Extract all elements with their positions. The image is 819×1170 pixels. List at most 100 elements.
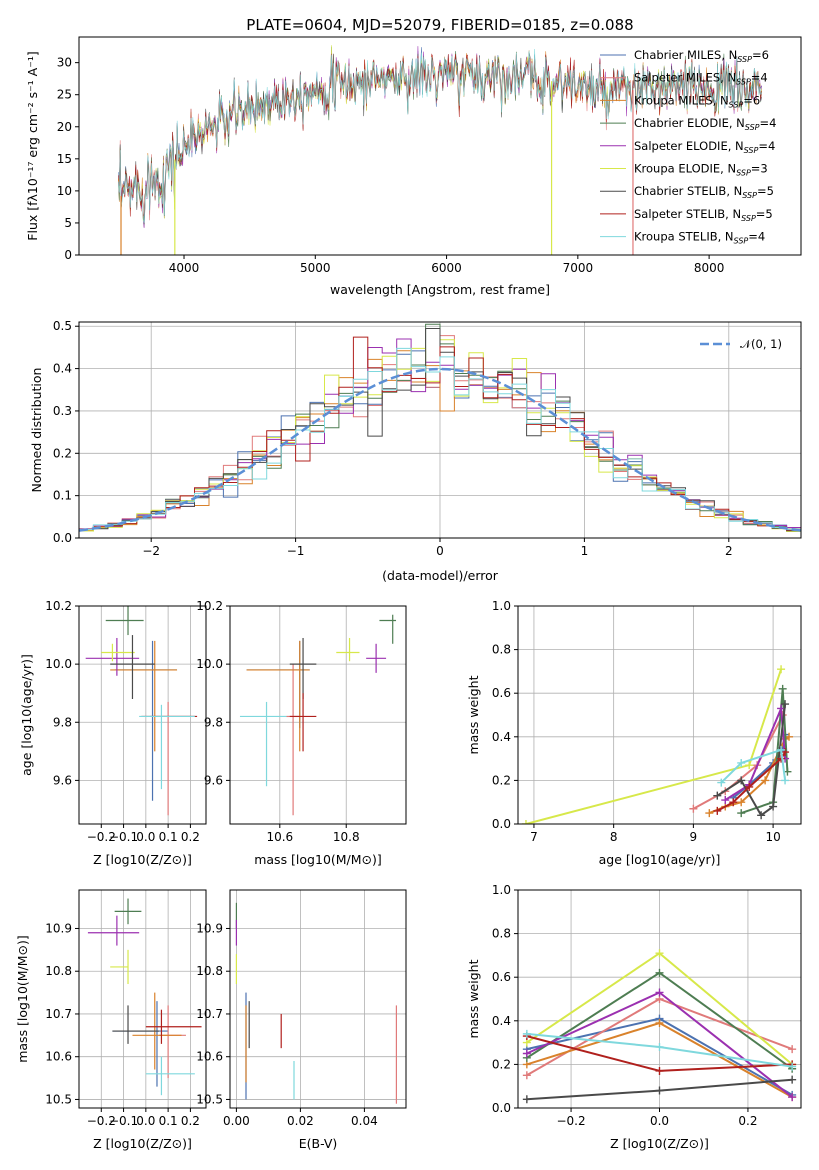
series-marker <box>788 1045 797 1054</box>
y-tick-label: 30 <box>57 56 72 70</box>
error-point-chabrier-stelib <box>110 635 155 700</box>
axes-mass-vs-Z: −0.2−0.10.0 0.1 0.2 10.5 10.6 10.7 10.8 10.9 Z [… <box>15 889 207 1151</box>
series-marker <box>737 776 746 785</box>
error-point-kroupa-miles <box>110 640 178 752</box>
series-marker <box>737 809 746 818</box>
y-tick-label: 10.2 <box>196 599 223 613</box>
figure-title: PLATE=0604, MJD=52079, FIBERID=0185, z=0… <box>246 16 633 34</box>
series-marker <box>655 1086 664 1095</box>
y-tick-label: 10.8 <box>45 964 72 978</box>
plot-layer: 4000 5000 6000 7000 8000051015202530waveleng… <box>15 36 802 1151</box>
x-axis-label: mass [log10(M/M⊙)] <box>254 852 382 867</box>
y-tick-label: 15 <box>57 152 72 166</box>
y-tick-label: 10.5 <box>196 1092 223 1106</box>
series-marker <box>788 1075 797 1084</box>
y-tick-label: 0.2 <box>492 1057 511 1071</box>
normal-reference-curve <box>79 367 801 532</box>
error-point-chabrier-elodie <box>105 606 144 636</box>
y-tick-label: 10.8 <box>196 964 223 978</box>
error-point-kroupa-elodie <box>336 637 360 662</box>
axes-residual-histogram: −2 −1 0 1 2 0.0 0.1 0.2 0.3 0.4 0.5 (data-model)/er… <box>29 319 802 583</box>
series-marker <box>757 811 766 820</box>
series-marker <box>781 776 790 785</box>
x-tick-label: 8 <box>610 830 618 844</box>
y-tick-label: 0.2 <box>53 446 72 460</box>
x-tick-label: 10.8 <box>333 830 360 844</box>
plot-area-mass-weight-vs-Z <box>518 890 801 1108</box>
series-marker <box>689 804 698 813</box>
y-axis-label: mass [log10(M/M⊙)] <box>15 935 30 1063</box>
y-tick-label: 0.4 <box>53 362 72 376</box>
x-axis-label: Z [log10(Z/Z⊙)] <box>93 1136 192 1151</box>
series-marker <box>655 968 664 977</box>
x-tick-label: 2 <box>725 544 733 558</box>
series-marker <box>522 1071 531 1080</box>
x-tick-label: 0.0 <box>136 1114 155 1128</box>
x-tick-label: 0.1 <box>159 1114 178 1128</box>
axes-mass-vs-EBV: 0.00 0.02 0.04 10.5 10.6 10.7 10.8 10.9 E(B-V) <box>196 889 407 1151</box>
series-marker <box>655 1066 664 1075</box>
y-tick-label: 10.5 <box>45 1092 72 1106</box>
x-tick-label: 0.2 <box>181 1114 200 1128</box>
y-axis-label: mass weight <box>466 959 481 1038</box>
x-tick-label: 1 <box>581 544 589 558</box>
series-marker <box>721 796 730 805</box>
series-marker <box>745 761 754 770</box>
y-tick-label: 1.0 <box>492 883 511 897</box>
y-axis-label: mass weight <box>466 675 481 754</box>
y-axis-label: age [log10(age/yr)] <box>19 654 34 776</box>
x-tick-label: 4000 <box>169 261 200 275</box>
error-point-chabrier-stelib <box>112 1005 160 1044</box>
x-tick-label: 5000 <box>300 261 331 275</box>
error-point-kroupa-stelib <box>145 1056 195 1096</box>
series-marker <box>769 802 778 811</box>
y-tick-label: 10.9 <box>196 921 223 935</box>
axes-age-vs-mass: 10.6 10.8 9.6 9.8 10.0 10.2 mass [log10(M/M⊙)] <box>196 599 407 867</box>
x-tick-label: 0.00 <box>223 1114 250 1128</box>
series-line <box>724 708 787 801</box>
y-tick-label: 0.6 <box>492 970 511 984</box>
y-tick-label: 10.7 <box>45 1007 72 1021</box>
x-tick-label: −0.2 <box>556 1114 585 1128</box>
x-tick-label: 0.02 <box>287 1114 314 1128</box>
axes-mass-weight-vs-age: 7 8 9 10 0.0 0.2 0.4 0.6 0.8 1.0 age [log10(age/yr… <box>466 599 802 867</box>
mass-weight-series-kroupa-elodie <box>521 665 786 824</box>
x-tick-label: −0.2 <box>87 830 116 844</box>
y-tick-label: 0.5 <box>53 319 72 333</box>
error-point-kroupa-miles <box>246 640 310 752</box>
axes-mass-weight-vs-Z: −0.2 0.0 0.2 0.0 0.2 0.4 0.6 0.8 1.0 Z [log10(Z/Z… <box>466 883 802 1151</box>
error-point-salpeter-elodie <box>87 915 140 946</box>
y-tick-label: 10.7 <box>196 1007 223 1021</box>
y-tick-label: 0.0 <box>492 817 511 831</box>
spectrum-legend: Chabrier MILES, NSSP=6 Salpeter MILES, NS… <box>600 48 776 246</box>
y-tick-label: 0.0 <box>492 1101 511 1115</box>
error-point-chabrier-stelib <box>289 637 317 700</box>
x-tick-label: 7000 <box>563 261 594 275</box>
y-tick-label: 0.1 <box>53 489 72 503</box>
x-tick-label: 7 <box>530 830 538 844</box>
y-tick-label: 10.6 <box>196 1050 223 1064</box>
series-line <box>720 748 787 784</box>
y-tick-label: 10 <box>57 184 72 198</box>
axes-frame <box>229 605 407 825</box>
x-tick-label: 6000 <box>431 261 462 275</box>
y-tick-label: 0.8 <box>492 927 511 941</box>
plot-area-mass-vs-Z <box>79 890 206 1108</box>
series-marker <box>737 758 746 767</box>
y-tick-label: 1.0 <box>492 599 511 613</box>
axes-frame <box>78 889 207 1109</box>
x-tick-label: 0.2 <box>738 1114 757 1128</box>
error-point-salpeter-elodie <box>366 643 387 673</box>
mass-weight-series-chabrier-stelib <box>522 1075 797 1104</box>
y-tick-label: 9.6 <box>204 773 223 787</box>
series-marker <box>777 745 786 754</box>
y-tick-label: 0.8 <box>492 643 511 657</box>
y-tick-label: 9.6 <box>53 773 72 787</box>
spectrum-line-kroupa-stelib <box>118 48 762 223</box>
mass-weight-series-kroupa-stelib <box>522 1029 797 1071</box>
series-marker <box>713 791 722 800</box>
y-axis-label: Flux [fλ10⁻¹⁷ erg cm⁻² s⁻¹ A⁻¹] <box>25 51 40 240</box>
legend-entry: Salpeter ELODIE, NSSP=4 <box>634 139 775 155</box>
plot-area-residual-histogram <box>79 322 801 538</box>
